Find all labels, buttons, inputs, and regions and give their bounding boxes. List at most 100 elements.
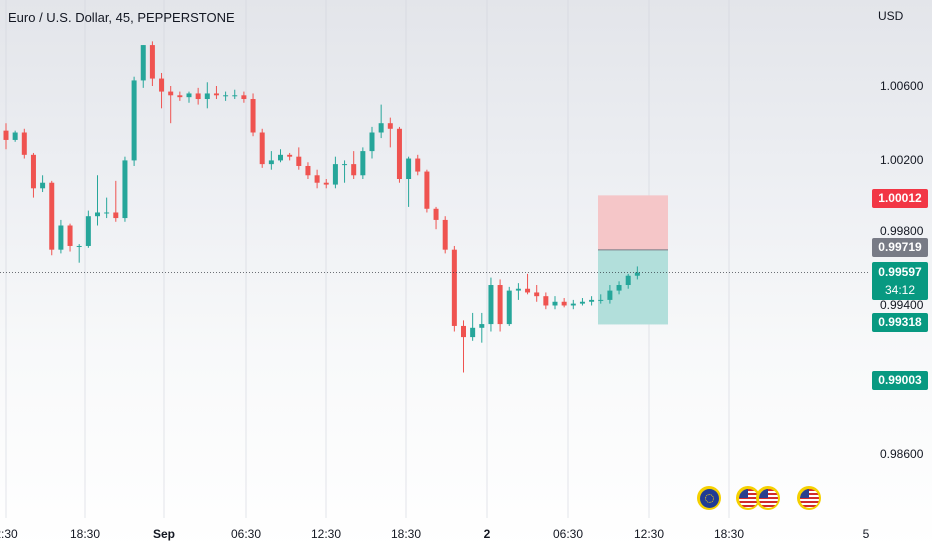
candle-body	[268, 160, 274, 165]
candle-body	[543, 296, 549, 306]
candle-body	[552, 301, 558, 306]
time-tick: 18:30	[713, 527, 745, 541]
candle-body	[314, 175, 320, 183]
candle-body	[58, 225, 64, 250]
us-flag-icon	[758, 488, 778, 508]
candle-body	[85, 216, 91, 246]
candle-body	[250, 99, 256, 133]
candle-body	[406, 158, 412, 179]
candle-body	[396, 128, 402, 179]
currency-label[interactable]: USD	[878, 9, 904, 23]
candle-body	[104, 212, 110, 214]
candle-body	[76, 245, 82, 247]
candle-body	[515, 288, 521, 291]
stop-loss-price-label: 1.00012	[872, 189, 928, 208]
price-tick: 0.99400	[880, 298, 924, 312]
candle-body	[40, 182, 46, 189]
time-tick: 2:30	[0, 527, 18, 541]
candle-body	[342, 164, 348, 166]
candle-body	[259, 132, 265, 165]
chart-plot-area[interactable]	[0, 0, 868, 518]
entry-price-label: 0.99719	[872, 238, 928, 257]
candle-body	[433, 208, 439, 220]
economic-event-marker[interactable]	[756, 486, 780, 510]
economic-event-marker[interactable]	[736, 486, 760, 510]
target-price-label-2: 0.99003	[872, 371, 928, 390]
candle-body	[213, 93, 219, 96]
time-tick: 2	[483, 527, 491, 541]
candle-body	[21, 132, 27, 155]
candle-body	[534, 292, 540, 297]
candle-body	[223, 95, 229, 97]
candle-body	[607, 290, 613, 300]
price-tick: 1.00600	[880, 79, 924, 93]
candle-body	[561, 301, 567, 306]
candle-body	[506, 290, 512, 325]
candle-body	[387, 123, 393, 129]
time-tick: 5	[862, 527, 870, 541]
candle-body	[49, 182, 55, 250]
price-tick: 0.99800	[880, 224, 924, 238]
candle-body	[616, 285, 622, 291]
price-tick: 1.00200	[880, 153, 924, 167]
candle-body	[479, 324, 485, 328]
us-flag-icon	[738, 488, 758, 508]
candle-body	[579, 301, 585, 304]
candle-body	[442, 219, 448, 250]
candle-body	[461, 325, 466, 338]
candle-body	[186, 93, 192, 98]
candle-body	[204, 93, 210, 100]
economic-event-marker[interactable]	[697, 486, 721, 510]
candle-body	[131, 80, 137, 161]
candle-body	[195, 93, 201, 100]
candle-body	[415, 158, 421, 172]
candle-body	[625, 275, 631, 286]
time-tick: 18:30	[390, 527, 422, 541]
time-tick: 06:30	[552, 527, 584, 541]
stop-loss-zone	[598, 195, 668, 250]
time-tick: Sep	[152, 527, 176, 541]
time-tick: 06:30	[230, 527, 262, 541]
candle-body	[332, 164, 338, 185]
candle-body	[634, 272, 640, 276]
candle-body	[95, 212, 100, 217]
time-tick: 12:30	[310, 527, 342, 541]
eu-flag-icon	[699, 488, 719, 508]
candle-body	[323, 182, 329, 185]
candle-body	[122, 160, 128, 219]
candle-body	[168, 91, 174, 96]
time-tick: 18:30	[69, 527, 101, 541]
candle-body	[30, 154, 36, 189]
candle-body	[497, 285, 503, 325]
symbol-title[interactable]: Euro / U.S. Dollar, 45, PEPPERSTONE	[8, 10, 235, 25]
candle-body	[113, 212, 119, 219]
time-tick: 12:30	[633, 527, 665, 541]
candle-body	[424, 171, 430, 209]
us-flag-icon	[799, 488, 819, 508]
candle-body	[3, 130, 9, 140]
candle-body	[488, 285, 494, 325]
current-price-value: 0.99597	[878, 265, 922, 279]
candle-body	[369, 132, 375, 152]
candle-body	[305, 165, 311, 176]
candle-body	[451, 249, 457, 326]
candle-body	[296, 156, 302, 166]
take-profit-zone	[598, 249, 668, 325]
candle-body	[360, 151, 366, 176]
time-axis[interactable]: 2:30 18:30 Sep 06:30 12:30 18:30 2 06:30…	[0, 518, 870, 550]
candle-body	[278, 154, 283, 161]
candle-body	[589, 299, 595, 302]
candle-body	[598, 299, 604, 301]
candle-body	[570, 303, 576, 306]
economic-event-marker[interactable]	[797, 486, 821, 510]
candle-body	[241, 95, 247, 100]
candle-body	[351, 164, 357, 176]
candle-body	[140, 45, 146, 81]
candle-body	[149, 45, 155, 79]
candle-body	[378, 123, 384, 133]
current-price-label: 0.99597 34:12	[872, 262, 928, 300]
bar-countdown: 34:12	[884, 283, 916, 297]
candle-body	[159, 78, 165, 92]
candle-body	[287, 154, 293, 157]
